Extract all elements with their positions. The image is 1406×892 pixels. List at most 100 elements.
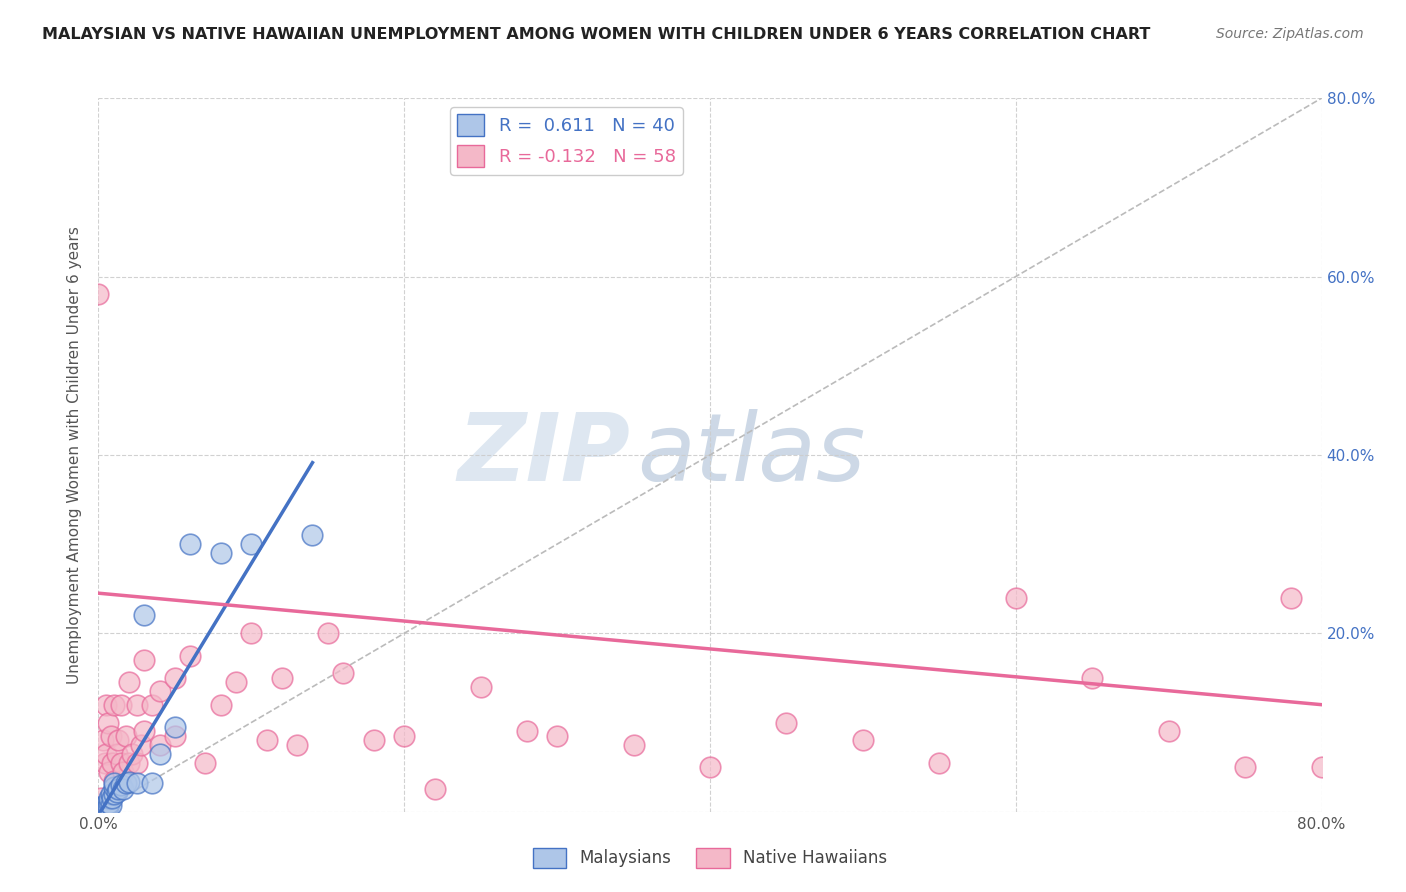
Point — [121, 747, 143, 761]
Point — [115, 776, 138, 790]
Text: ZIP: ZIP — [457, 409, 630, 501]
Point — [87, 805, 110, 819]
Point — [110, 778, 132, 792]
Point — [90, 791, 112, 805]
Point — [125, 698, 148, 712]
Point — [91, 800, 114, 814]
Point — [1081, 671, 1104, 685]
Point — [94, 798, 117, 813]
Point — [103, 780, 125, 794]
Point — [134, 653, 156, 667]
Point — [93, 797, 115, 812]
Point — [163, 720, 186, 734]
Point — [98, 796, 121, 810]
Point — [134, 724, 156, 739]
Point — [101, 791, 124, 805]
Point — [194, 756, 217, 770]
Point — [129, 738, 152, 752]
Point — [118, 775, 141, 789]
Point — [363, 733, 385, 747]
Point — [149, 747, 172, 761]
Point — [225, 675, 247, 690]
Point — [111, 782, 134, 797]
Point — [87, 805, 110, 819]
Point — [87, 287, 110, 301]
Point — [1234, 760, 1257, 774]
Point — [141, 776, 163, 790]
Point — [392, 729, 416, 743]
Point — [118, 675, 141, 690]
Point — [125, 776, 148, 790]
Point — [852, 733, 875, 747]
Point — [97, 797, 120, 812]
Point — [285, 738, 308, 752]
Point — [470, 680, 492, 694]
Point — [107, 782, 129, 797]
Point — [97, 715, 120, 730]
Point — [91, 733, 114, 747]
Point — [256, 733, 278, 747]
Point — [91, 802, 114, 816]
Point — [100, 729, 122, 743]
Point — [125, 756, 148, 770]
Point — [1004, 591, 1026, 605]
Point — [103, 773, 125, 788]
Point — [623, 738, 645, 752]
Point — [94, 698, 117, 712]
Point — [209, 546, 232, 560]
Point — [141, 698, 163, 712]
Point — [301, 528, 323, 542]
Point — [103, 698, 125, 712]
Point — [240, 537, 263, 551]
Point — [209, 698, 232, 712]
Point — [115, 729, 138, 743]
Point — [270, 671, 292, 685]
Point — [97, 800, 120, 814]
Point — [163, 671, 186, 685]
Point — [94, 802, 117, 816]
Point — [149, 684, 172, 698]
Point — [91, 805, 114, 819]
Point — [87, 802, 110, 816]
Point — [775, 715, 797, 730]
Point — [110, 698, 132, 712]
Text: MALAYSIAN VS NATIVE HAWAIIAN UNEMPLOYMENT AMONG WOMEN WITH CHILDREN UNDER 6 YEAR: MALAYSIAN VS NATIVE HAWAIIAN UNEMPLOYMEN… — [42, 27, 1150, 42]
Point — [105, 747, 128, 761]
Point — [179, 648, 201, 663]
Point — [93, 800, 115, 814]
Point — [179, 537, 201, 551]
Point — [100, 797, 122, 812]
Point — [110, 756, 132, 770]
Point — [93, 756, 115, 770]
Point — [516, 724, 538, 739]
Point — [94, 747, 117, 761]
Point — [240, 626, 263, 640]
Point — [163, 729, 186, 743]
Point — [149, 738, 172, 752]
Point — [107, 733, 129, 747]
Point — [101, 756, 124, 770]
Point — [93, 803, 115, 817]
Point — [103, 776, 125, 790]
Text: Source: ZipAtlas.com: Source: ZipAtlas.com — [1216, 27, 1364, 41]
Point — [90, 803, 112, 817]
Y-axis label: Unemployment Among Women with Children Under 6 years: Unemployment Among Women with Children U… — [67, 226, 83, 684]
Point — [546, 729, 568, 743]
Point — [134, 608, 156, 623]
Point — [1310, 760, 1333, 774]
Point — [699, 760, 721, 774]
Point — [90, 805, 112, 819]
Point — [1279, 591, 1302, 605]
Point — [100, 787, 122, 801]
Text: atlas: atlas — [637, 409, 865, 500]
Point — [332, 666, 354, 681]
Point — [118, 756, 141, 770]
Point — [111, 764, 134, 779]
Point — [1157, 724, 1180, 739]
Point — [316, 626, 339, 640]
Legend: Malaysians, Native Hawaiians: Malaysians, Native Hawaiians — [526, 841, 894, 875]
Point — [928, 756, 950, 770]
Point — [87, 800, 110, 814]
Point — [103, 787, 125, 801]
Point — [87, 803, 110, 817]
